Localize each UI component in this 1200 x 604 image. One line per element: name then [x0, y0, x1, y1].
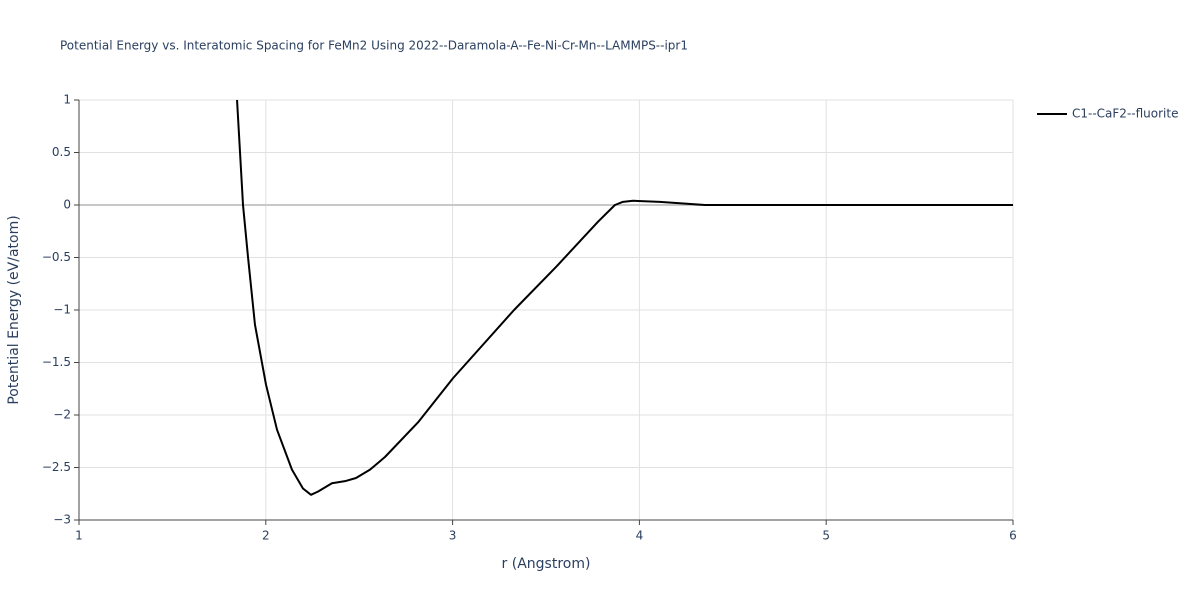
chart-title: Potential Energy vs. Interatomic Spacing… [60, 39, 688, 53]
x-tick-label: 2 [262, 529, 270, 543]
y-tick-label: 1 [63, 93, 71, 107]
marks [236, 100, 1013, 496]
x-tick-label: 5 [822, 529, 830, 543]
y-tick-label: −2.5 [42, 460, 71, 474]
x-tick-label: 4 [636, 529, 644, 543]
x-axis-title: r (Angstrom) [502, 556, 591, 572]
y-tick-label: −2 [53, 408, 71, 422]
grid [78, 99, 1014, 521]
y-tick-label: −1 [53, 303, 71, 317]
axes: 1 2 3 4 5 6 −3 −2.5 −2 −1.5 −1 −0.5 0 0.5 1 [42, 93, 1017, 543]
y-tick-label: 0.5 [52, 145, 71, 159]
y-axis-title: Potential Energy (eV/atom) [6, 215, 22, 404]
x-tick-label: 6 [1009, 529, 1017, 543]
line [236, 100, 1013, 496]
legend: C1--CaF2--fluorite [1037, 107, 1178, 121]
y-tick-label: −0.5 [42, 250, 71, 264]
y-tick-label: −1.5 [42, 355, 71, 369]
legend-label: C1--CaF2--fluorite [1072, 107, 1178, 121]
x-tick-label: 1 [75, 529, 83, 543]
y-tick-label: 0 [63, 198, 71, 212]
x-tick-label: 3 [449, 529, 457, 543]
y-tick-label: −3 [53, 513, 71, 527]
